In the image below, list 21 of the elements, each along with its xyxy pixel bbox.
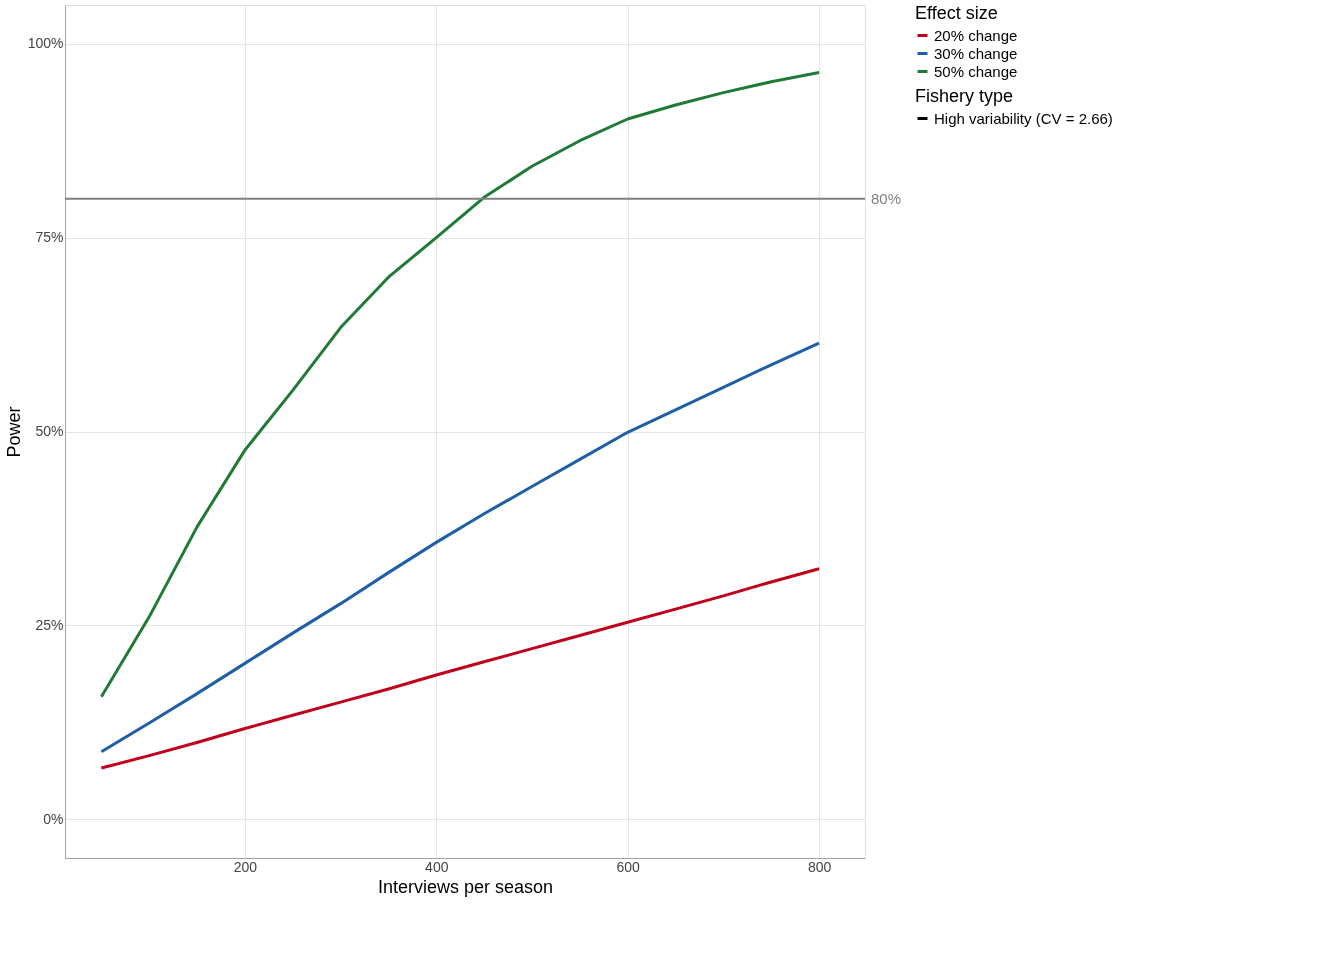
line-series [99, 567, 821, 770]
x-tick-label: 800 [807, 858, 832, 875]
legend-label: 50% change [934, 62, 1018, 80]
x-tick-label: 200 [233, 858, 258, 875]
line-series [99, 70, 821, 699]
x-tick-label: 600 [616, 858, 641, 875]
text: High variability (CV = 2.66) [934, 109, 1113, 127]
y-tick-label: 75% [35, 229, 64, 246]
y-tick-label: 50% [35, 423, 64, 439]
line-series [99, 341, 821, 754]
legend-label: 30% change [934, 44, 1018, 62]
y-tick-label: 100% [27, 35, 64, 52]
legend-label: 20% change [934, 26, 1018, 44]
y-tick-label: 25% [35, 616, 64, 633]
y-tick-label: 0% [43, 810, 64, 827]
text: Fishery type [915, 86, 1014, 106]
ref-line-label: 80% [871, 189, 902, 207]
legend-title: Effect size [915, 3, 998, 23]
x-axis-title: Interviews per season [377, 876, 554, 897]
x-tick-label: 400 [425, 858, 449, 875]
y-axis-title: Power [3, 406, 24, 458]
